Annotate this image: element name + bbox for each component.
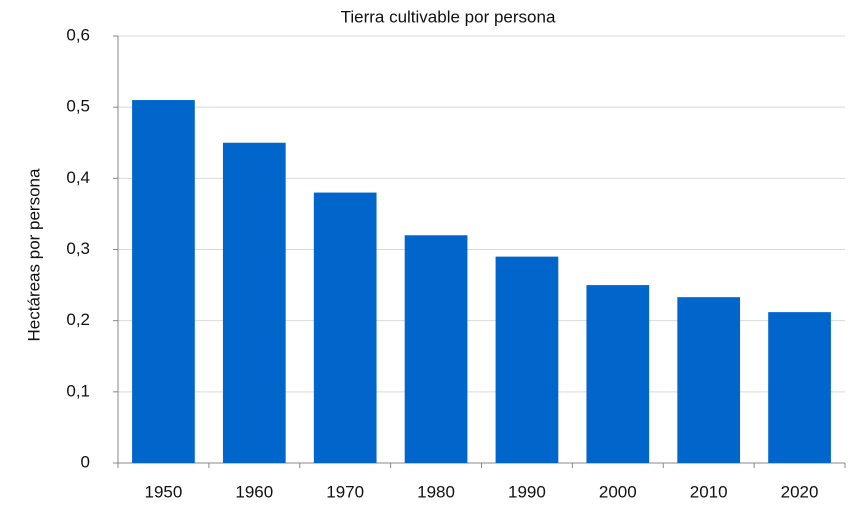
y-tick-label: 0,1: [66, 381, 90, 400]
bar: [132, 100, 195, 464]
y-tick-label: 0,6: [66, 25, 90, 44]
x-tick-label: 1990: [508, 482, 546, 501]
chart-title: Tierra cultivable por persona: [341, 7, 556, 26]
y-tick-label: 0,4: [66, 168, 90, 187]
bar: [586, 285, 650, 463]
x-tick-label: 1960: [235, 482, 273, 501]
bar: [404, 235, 468, 463]
y-tick-label: 0: [81, 452, 90, 471]
x-tick-label: 2020: [781, 482, 819, 501]
bar: [313, 192, 377, 464]
y-tick-label: 0,5: [66, 97, 90, 116]
y-axis-label: Hectáreas por persona: [24, 168, 43, 341]
bar: [495, 256, 559, 463]
x-tick-label: 2000: [599, 482, 637, 501]
x-tick-label: 2010: [690, 482, 728, 501]
bar: [768, 312, 831, 463]
bar: [677, 297, 741, 463]
x-tick-label: 1970: [326, 482, 364, 501]
bar: [222, 142, 286, 463]
y-tick-label: 0,2: [66, 310, 90, 329]
y-tick-label: 0,3: [66, 239, 90, 258]
x-tick-label: 1980: [417, 482, 455, 501]
x-tick-label: 1950: [145, 482, 183, 501]
